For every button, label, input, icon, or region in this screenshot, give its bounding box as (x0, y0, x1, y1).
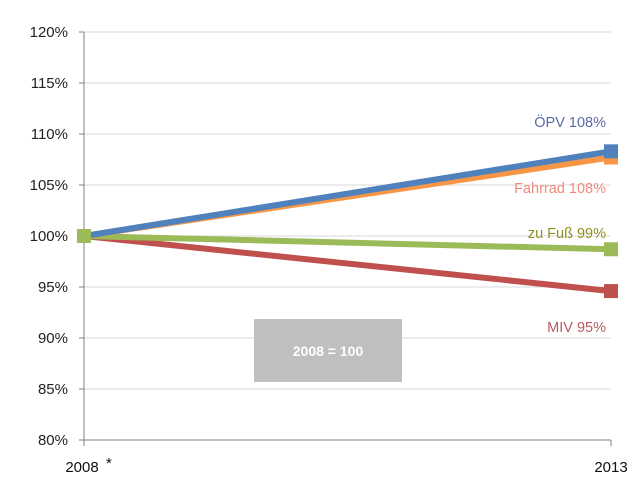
series-marker (604, 144, 618, 159)
annotation-text: 2008 = 100 (293, 343, 364, 359)
series-label: MIV 95% (547, 320, 606, 336)
series-marker (604, 242, 618, 257)
y-tick-label: 100% (30, 228, 68, 245)
y-tick-label: 115% (31, 75, 68, 92)
series-label: zu Fuß 99% (528, 226, 606, 242)
annotation-box (254, 319, 402, 382)
series-line-miv (83, 233, 612, 295)
x-tick-label: 2013 (594, 459, 627, 476)
series-marker (604, 284, 618, 299)
series-label: ÖPV 108% (534, 113, 606, 131)
series-marker-start (77, 229, 91, 243)
axes: 80% 85% 90% 95% 100% 105% 110% 115% 120% 2008 * 201… (30, 24, 628, 476)
series-line-zu-fu- (83, 233, 612, 253)
y-tick-label: 105% (30, 177, 68, 194)
y-tick-label: 95% (38, 279, 68, 296)
series-lines (77, 144, 618, 299)
annotation: 2008 = 100 (254, 319, 402, 382)
x-tick-footnote-marker: * (106, 455, 112, 472)
y-tick-label: 90% (38, 330, 68, 347)
series-labels: ÖPV 108% Fahrrad 108% zu Fuß 99% MIV 95% (514, 113, 606, 336)
y-tick-label: 85% (38, 381, 68, 398)
y-tick-label: 110% (31, 126, 68, 143)
x-tick-label: 2008 (65, 459, 98, 476)
y-tick-label: 80% (38, 432, 68, 449)
series-line--pv (83, 148, 612, 239)
series-label: Fahrrad 108% (514, 181, 606, 197)
y-tick-label: 120% (30, 24, 68, 41)
